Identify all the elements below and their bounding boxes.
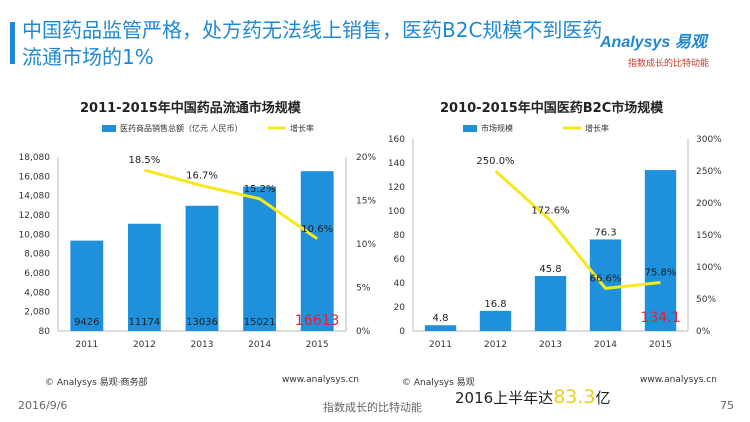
chart2-url: www.analysys.cn [640,375,717,385]
chart2-bar-value-label: 134.1 [640,310,680,326]
chart1-x-tick: 2014 [248,340,271,350]
headline-accent-bar [10,22,15,64]
chart2-growth-line [494,169,661,290]
h1-2016-note: 2016上半年达83.3亿 [455,386,611,408]
chart2-y-left-tick: 100 [388,207,405,217]
chart1-y-left-tick: 18,080 [19,153,51,163]
chart2-growth-label: 66.6% [590,273,622,284]
chart2-y-left-tick: 0 [399,327,405,337]
chart1-x-tick: 2011 [75,340,98,350]
logo-wordmark: Analysys 易观 [600,34,707,51]
h1-note-value: 83.3 [553,386,596,408]
chart1-y-left-tick: 2,080 [24,308,50,318]
chart1-y-left-tick: 6,080 [24,269,50,279]
chart2-growth-label: 250.0% [476,156,514,167]
chart1-y-left-tick: 14,080 [19,192,51,202]
chart1-bar-value-label: 16613 [295,313,340,329]
chart1-x-tick: 2015 [306,340,329,350]
logo-slogan: 指数成长的比特动能 [628,59,710,69]
chart1-y-left-tick: 10,080 [19,230,51,240]
chart2-y-left-tick: 40 [394,279,406,289]
chart2-legend-bar-label: 市场规模 [481,123,513,133]
chart1-legend-line-label: 增长率 [290,123,314,133]
chart1-url: www.analysys.cn [282,375,359,385]
chart2-y-right-tick: 50% [696,295,716,305]
chart2-y-right-tick: 300% [696,135,722,145]
chart1-growth-line [144,168,319,241]
chart1-bar [127,223,161,331]
chart1-y-left-tick: 80 [39,327,51,337]
chart1-y-right-tick: 5% [356,284,371,294]
chart2-bar [479,310,512,331]
chart2-x-tick: 2015 [649,340,672,350]
chart2-y-left-tick: 80 [394,231,406,241]
chart1-growth-label: 15.2% [244,184,276,195]
chart2-bar [534,276,567,331]
chart2-x-tick: 2014 [594,340,617,350]
h1-note-prefix: 2016上半年达 [455,389,554,407]
page-number: 75 [720,399,734,412]
chart2-bar [424,325,457,331]
chart1-y-left-tick: 12,080 [19,211,51,221]
chart2-bar-value-label: 4.8 [433,313,449,324]
chart2-x-tick: 2012 [484,340,507,350]
chart1-x-tick: 2013 [191,340,214,350]
chart2-x-tick: 2011 [429,340,452,350]
footer-tagline: 指数成长的比特动能 [323,401,422,414]
chart1-bar-value-label: 13036 [186,317,218,328]
chart1-bar [185,205,219,331]
chart1-title: 2011-2015年中国药品流通市场规模 [80,101,301,116]
chart2-y-left-tick: 120 [388,183,405,193]
chart2-source: © Analysys 易观 [402,378,475,388]
chart2-growth-label: 172.6% [531,206,569,217]
chart1-growth-label: 18.5% [129,155,161,166]
footer-date: 2016/9/6 [18,399,68,412]
chart2-legend-line-label: 增长率 [585,123,609,133]
chart2-x-tick: 2013 [539,340,562,350]
chart2-y-right-tick: 200% [696,199,722,209]
chart1-legend-bar-label: 医药商品销售总额（亿元 人民币） [120,123,243,133]
chart2-bar [589,239,622,331]
chart2-y-right-tick: 0% [696,327,711,337]
chart1-y-left-tick: 8,080 [24,250,50,260]
chart2-legend-bar-swatch [463,125,477,132]
chart2-bar [644,170,677,331]
chart1-x-tick: 2012 [133,340,156,350]
chart1-source: © Analysys 易观·商务部 [45,378,148,388]
chart2-y-left-tick: 140 [388,159,405,169]
chart1-y-left-tick: 4,080 [24,288,50,298]
chart1-bar [300,171,334,331]
chart1-bar-value-label: 15021 [244,317,276,328]
analysys-logo: Analysys 易观 指数成长的比特动能 [600,28,740,69]
chart2-bar-value-label: 16.8 [484,299,506,310]
chart1-growth-label: 16.7% [186,171,218,182]
chart2-bar-value-label: 45.8 [539,264,561,275]
chart1-y-right-tick: 15% [356,197,376,207]
chart1-legend-bar-swatch [102,125,116,132]
chart1-bar-value-label: 11174 [128,317,160,328]
chart2-y-right-tick: 100% [696,263,722,273]
chart1-y-right-tick: 20% [356,153,376,163]
chart2-y-right-tick: 150% [696,231,722,241]
chart1-y-right-tick: 0% [356,327,371,337]
chart2-y-left-tick: 160 [388,135,405,145]
chart1-bar [70,240,104,331]
chart2-y-left-tick: 20 [394,303,406,313]
chart1-bar-value-label: 9426 [74,317,99,328]
chart1-bar [243,186,277,331]
chart1-growth-label: 10.6% [301,224,333,235]
chart2-bar-value-label: 76.3 [594,227,616,238]
chart2-growth-label: 75.8% [645,267,677,278]
page-headline: 中国药品监管严格，处方药无法线上销售，医药B2C规模不到医药流通市场的1% [22,18,603,69]
chart2-y-right-tick: 250% [696,167,722,177]
chart1-y-left-tick: 16,080 [19,172,51,182]
chart2-title: 2010-2015年中国医药B2C市场规模 [440,101,664,116]
h1-note-suffix: 亿 [595,389,611,407]
chart2-y-left-tick: 60 [394,255,406,265]
chart1-y-right-tick: 10% [356,240,376,250]
